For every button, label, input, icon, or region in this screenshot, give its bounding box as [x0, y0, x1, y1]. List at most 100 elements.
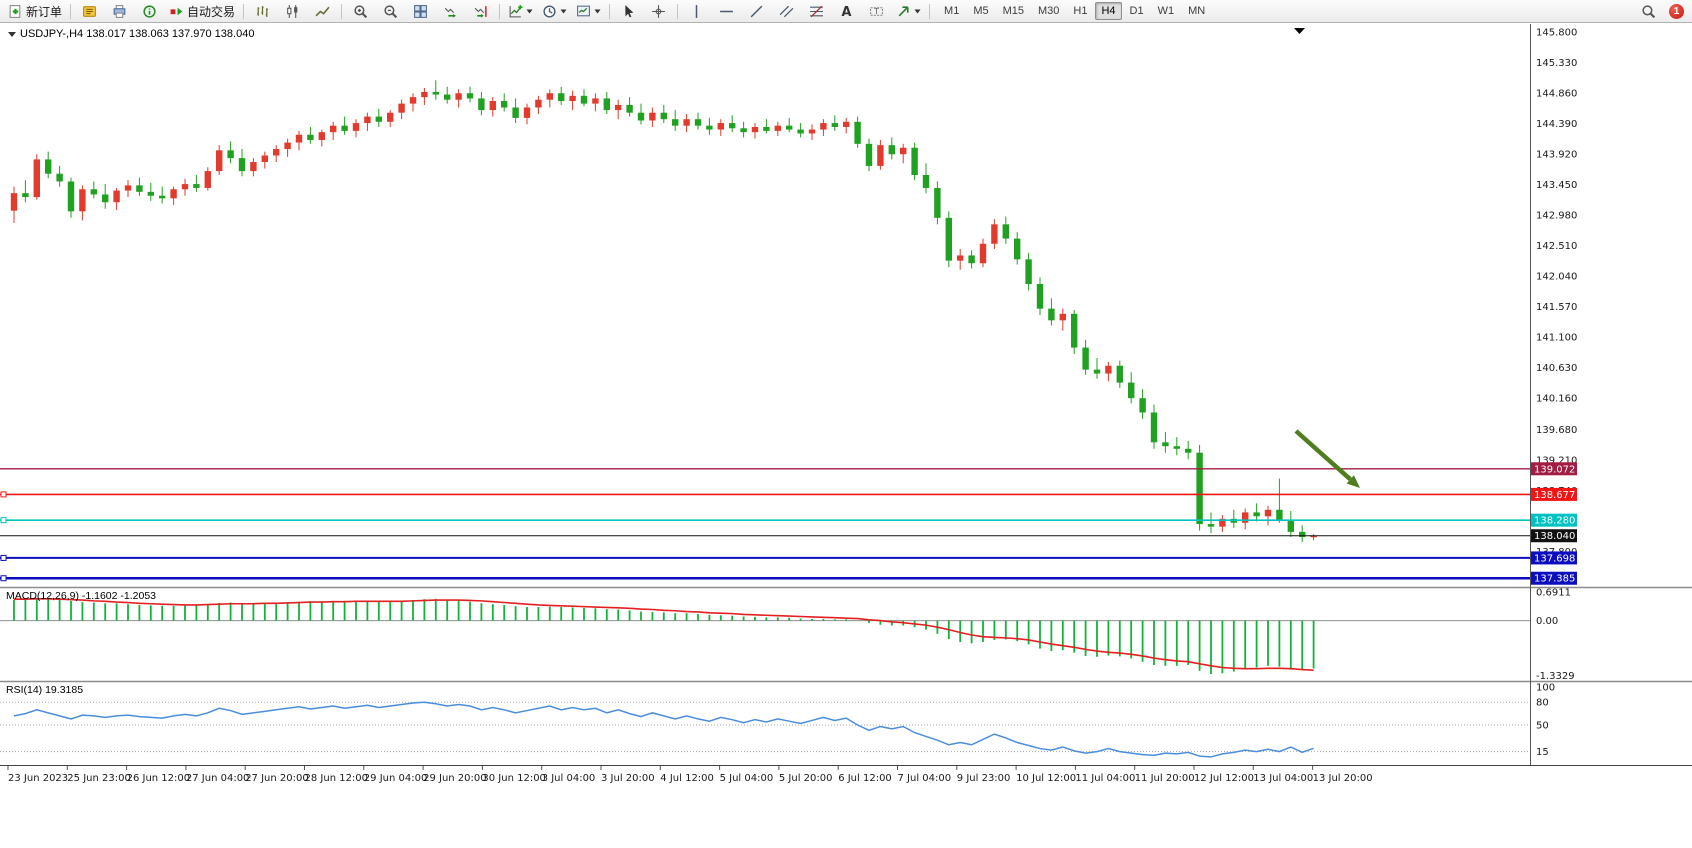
time-axis-label: 27 Jun 04:00 — [186, 773, 250, 784]
dropdown-caret-icon — [914, 9, 921, 13]
data-window-button[interactable] — [135, 1, 164, 22]
price-axis-tick: 139.680 — [1536, 425, 1577, 436]
toolbar-separator — [609, 3, 611, 19]
auto-scroll-icon — [444, 7, 456, 18]
chart-canvas[interactable]: 145.800 145.330 144.860 144.390 143.920 143.4… — [0, 24, 1692, 814]
chart-shift-icon — [474, 5, 487, 18]
indicators-button[interactable] — [504, 1, 537, 22]
print-button[interactable] — [105, 1, 134, 22]
price-axis-tick: 140.160 — [1536, 394, 1577, 405]
templates-icon — [577, 5, 590, 16]
toolbar-separator — [341, 3, 343, 19]
price-line-label: 138.040 — [1531, 529, 1577, 542]
chart-menu-arrow-icon — [8, 31, 16, 37]
search-button[interactable] — [1634, 1, 1663, 22]
rsi-line — [13, 701, 1314, 758]
hline-handle[interactable] — [0, 575, 7, 582]
data-window-icon — [143, 4, 156, 18]
macd-signal-line — [14, 598, 1314, 671]
horizontal-line-button[interactable] — [712, 1, 741, 22]
hline-handle[interactable] — [0, 491, 7, 498]
price-line-label: 137.698 — [1531, 551, 1577, 565]
toolbar-separator — [70, 3, 72, 19]
chart-shift-button[interactable] — [466, 1, 495, 22]
chart-title: USDJPY-,H4 138.017 138.063 137.970 138.0… — [20, 28, 255, 40]
price-axis-tick: 141.570 — [1536, 302, 1577, 313]
hline-handle[interactable] — [0, 554, 7, 561]
rsi-label: RSI(14) 19.3185 — [6, 684, 84, 696]
cursor-button[interactable] — [614, 1, 643, 22]
timeframe-button-m5[interactable]: M5 — [973, 5, 989, 17]
trendline-icon — [750, 5, 763, 17]
timeframe-button-h1[interactable]: H1 — [1073, 5, 1088, 17]
svg-text:T: T — [873, 7, 879, 16]
timeframe-group: M1 M5 M15 M30 H1 H4 D1 W1 MN — [938, 2, 1211, 20]
channel-button[interactable] — [772, 1, 801, 22]
chart-shift-marker[interactable] — [1294, 28, 1305, 34]
timeframe-button-m15[interactable]: M15 — [1002, 5, 1024, 17]
price-line-label: 137.385 — [1531, 571, 1577, 585]
hline-handle[interactable] — [0, 517, 7, 524]
time-axis-label: 13 Jul 20:00 — [1313, 773, 1373, 784]
timeframe-button-m30[interactable]: M30 — [1038, 5, 1060, 17]
time-axis-label: 28 Jun 12:00 — [305, 773, 369, 784]
periods-button[interactable] — [538, 1, 571, 22]
svg-text:138.040: 138.040 — [1534, 531, 1575, 542]
chart-window: 145.800 145.330 144.860 144.390 143.920 143.4… — [0, 24, 1692, 848]
timeframe-button-mn[interactable]: MN — [1188, 5, 1206, 17]
time-axis-label: 26 Jun 12:00 — [127, 773, 191, 784]
time-axis-label: 13 Jul 04:00 — [1253, 773, 1313, 784]
dropdown-caret-icon — [560, 9, 567, 13]
trendline-button[interactable] — [742, 1, 771, 22]
arrows-button[interactable] — [892, 1, 925, 22]
fibonacci-button[interactable] — [802, 1, 831, 22]
vertical-line-button[interactable] — [682, 1, 711, 22]
price-axis-tick: 142.510 — [1536, 241, 1577, 252]
templates-button[interactable] — [572, 1, 605, 22]
price-axis-tick: 140.630 — [1536, 363, 1577, 374]
time-axis-label: 11 Jul 04:00 — [1075, 773, 1135, 784]
time-axis-label: 5 Jul 20:00 — [779, 773, 833, 784]
time-axis-label: 27 Jun 20:00 — [245, 773, 309, 784]
zoom-in-button[interactable] — [346, 1, 375, 22]
price-scale[interactable]: 145.800 145.330 144.860 144.390 143.920 143.4… — [1536, 28, 1577, 758]
auto-scroll-button[interactable] — [436, 1, 465, 22]
metaeditor-icon — [83, 5, 96, 17]
svg-text:A: A — [842, 4, 852, 18]
zoom-in-icon — [354, 4, 368, 18]
time-axis-label: 3 Jul 04:00 — [542, 773, 596, 784]
zoom-out-button[interactable] — [376, 1, 405, 22]
new-order-icon — [9, 4, 21, 18]
timeframe-button-w1[interactable]: W1 — [1157, 5, 1175, 17]
rsi-scale-tick: 100 — [1536, 683, 1555, 694]
new-order-button[interactable]: 新订单 — [4, 1, 66, 22]
price-line-label: 139.072 — [1531, 462, 1577, 476]
macd-scale-tick: -1.3329 — [1536, 671, 1575, 682]
timeframe-button-m1[interactable]: M1 — [944, 5, 960, 17]
annotation-arrow-head[interactable] — [1346, 475, 1360, 488]
auto-trading-button[interactable]: 自动交易 — [165, 1, 239, 22]
time-axis-label: 25 Jun 23:00 — [67, 773, 131, 784]
crosshair-button[interactable] — [644, 1, 673, 22]
toolbar-separator — [677, 3, 679, 19]
bar-chart-button[interactable] — [248, 1, 277, 22]
candles-series — [10, 80, 1317, 543]
price-axis-tick: 141.100 — [1536, 333, 1577, 344]
time-axis-label: 3 Jul 20:00 — [601, 773, 655, 784]
line-chart-icon — [315, 6, 330, 16]
timeframe-button-h4[interactable]: H4 — [1095, 2, 1122, 20]
dropdown-caret-icon — [594, 9, 601, 13]
time-axis-label: 6 Jul 12:00 — [838, 773, 892, 784]
notification-badge[interactable]: 1 — [1669, 3, 1684, 19]
printer-icon — [113, 4, 126, 18]
timeframe-button-d1[interactable]: D1 — [1129, 5, 1144, 17]
text-button[interactable]: A — [832, 1, 861, 22]
tile-windows-button[interactable] — [406, 1, 435, 22]
line-chart-button[interactable] — [308, 1, 337, 22]
svg-text:139.072: 139.072 — [1534, 464, 1575, 475]
metaeditor-button[interactable] — [75, 1, 104, 22]
candlestick-chart-button[interactable] — [278, 1, 307, 22]
text-label-button[interactable]: T — [862, 1, 891, 22]
annotation-arrow-shaft[interactable] — [1294, 429, 1352, 482]
